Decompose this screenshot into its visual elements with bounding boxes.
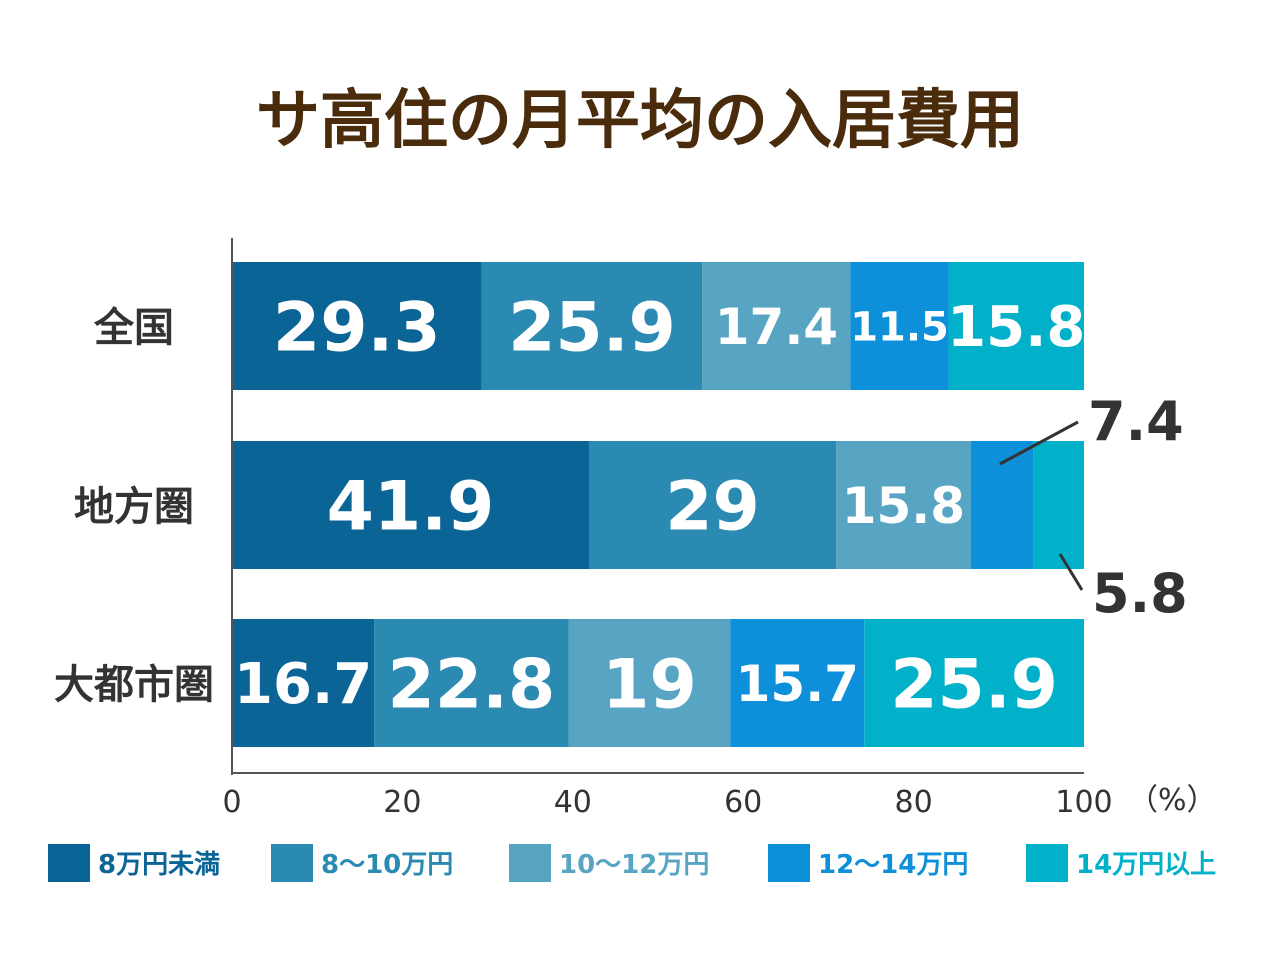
bar-segment [588, 441, 837, 569]
bar-segment [948, 262, 1084, 390]
legend-label: 8万円未満 [98, 850, 220, 880]
callout-label: 7.4 [1088, 390, 1184, 453]
legend-swatch [1026, 844, 1068, 882]
data-label: 15.7 [736, 655, 859, 713]
legend-label: 8～10万円 [321, 850, 453, 880]
data-label: 29.3 [273, 288, 441, 367]
legend-swatch [768, 844, 810, 882]
category-label: 大都市圏 [54, 662, 214, 708]
data-label: 22.8 [388, 645, 556, 724]
bar-segment [1033, 441, 1084, 569]
bar-segment [374, 619, 569, 747]
data-label: 29 [665, 467, 760, 546]
category-label: 全国 [93, 305, 174, 351]
callout-label: 5.8 [1092, 562, 1188, 625]
x-tick-label: 80 [895, 785, 933, 820]
data-label: 25.9 [508, 288, 676, 367]
chart-title: サ高住の月平均の入居費用 [256, 84, 1024, 158]
bar-segment [864, 619, 1084, 747]
bar-segment [232, 619, 375, 747]
x-tick-label: 100 [1055, 785, 1112, 820]
data-label: 41.9 [327, 467, 495, 546]
data-label: 25.9 [890, 645, 1058, 724]
legend-swatch [48, 844, 90, 882]
bar-segment [481, 262, 703, 390]
bar-segment [730, 619, 865, 747]
data-label: 17.4 [715, 298, 838, 356]
x-axis-unit: （%） [1128, 783, 1217, 818]
data-label: 15.8 [842, 477, 965, 535]
legend-label: 14万円以上 [1076, 850, 1216, 880]
bar-segment [232, 262, 482, 390]
bar-segment [850, 262, 949, 390]
callout-line [1058, 553, 1084, 591]
bar-segment [702, 262, 851, 390]
data-label: 11.5 [850, 304, 949, 350]
x-tick-label: 60 [724, 785, 762, 820]
callout-line [999, 420, 1079, 466]
x-tick-label: 0 [222, 785, 241, 820]
legend-label: 10～12万円 [559, 850, 709, 880]
bar-segment [232, 441, 589, 569]
data-label: 16.7 [234, 652, 372, 717]
bar-segment [568, 619, 731, 747]
legend-label: 12～14万円 [818, 850, 968, 880]
x-tick-label: 20 [383, 785, 421, 820]
legend-swatch [271, 844, 313, 882]
data-label: 15.8 [947, 295, 1085, 360]
x-tick-label: 40 [554, 785, 592, 820]
bar-segment [970, 441, 1034, 569]
data-label: 19 [602, 645, 697, 724]
category-label: 地方圏 [74, 484, 194, 530]
legend-swatch [509, 844, 551, 882]
bar-segment [836, 441, 971, 569]
